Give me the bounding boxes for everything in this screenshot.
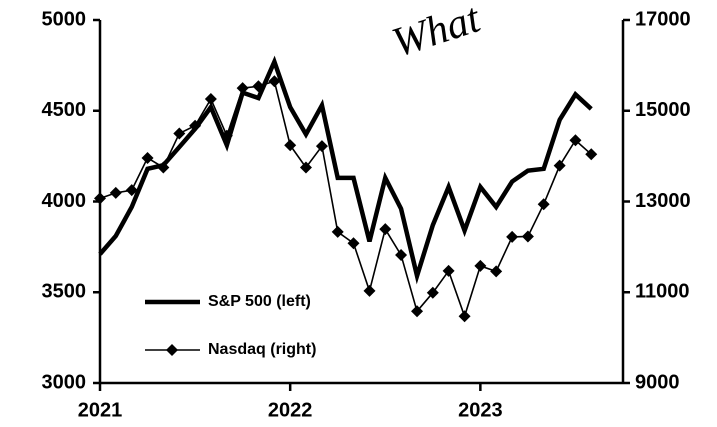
y2-tick-label: 13000	[635, 190, 691, 212]
legend-label: S&P 500 (left)	[208, 293, 311, 310]
series-marker	[268, 75, 281, 88]
y-tick-label: 4000	[42, 190, 87, 212]
series-marker	[506, 230, 519, 243]
series-marker	[109, 186, 122, 199]
legend-label: Nasdaq (right)	[208, 341, 316, 358]
series-marker	[395, 249, 408, 262]
series-marker	[299, 161, 312, 174]
series-marker	[220, 129, 233, 142]
series-line	[98, 55, 593, 285]
series-marker	[569, 134, 582, 147]
y-tick-label: 3500	[42, 281, 87, 303]
legend-marker	[166, 344, 178, 356]
series-marker	[236, 82, 249, 95]
series-marker	[426, 286, 439, 299]
series-marker	[204, 92, 217, 105]
series-marker	[458, 310, 471, 323]
series-marker	[141, 151, 154, 164]
series-marker	[189, 119, 202, 132]
series-marker	[157, 161, 170, 174]
x-tick-label: 2021	[78, 399, 123, 421]
series-marker	[363, 284, 376, 297]
series-marker	[331, 225, 344, 238]
x-tick-label: 2023	[458, 399, 503, 421]
series-marker	[94, 192, 106, 205]
y2-tick-label: 9000	[635, 371, 680, 393]
series-marker	[347, 237, 360, 250]
series-marker	[125, 184, 138, 197]
series-marker	[284, 139, 297, 152]
series-marker	[537, 198, 550, 211]
series-marker	[585, 148, 598, 161]
series-marker	[553, 159, 566, 172]
series-marker	[490, 265, 503, 278]
series-marker	[252, 80, 265, 93]
y-tick-label: 4500	[42, 99, 87, 121]
series-marker	[442, 264, 455, 277]
y2-tick-label: 15000	[635, 99, 691, 121]
x-tick-label: 2022	[268, 399, 313, 421]
series-marker	[315, 140, 328, 153]
annotation: What	[387, 0, 487, 67]
series-line	[99, 80, 592, 319]
series-marker	[173, 127, 186, 140]
series-marker	[474, 259, 487, 272]
y2-tick-label: 17000	[635, 8, 691, 30]
series-marker	[411, 305, 424, 318]
series-marker	[521, 230, 534, 243]
series-marker	[379, 223, 392, 236]
y2-tick-label: 11000	[635, 281, 690, 303]
y-tick-label: 5000	[42, 8, 87, 30]
y-tick-label: 3000	[42, 371, 87, 393]
